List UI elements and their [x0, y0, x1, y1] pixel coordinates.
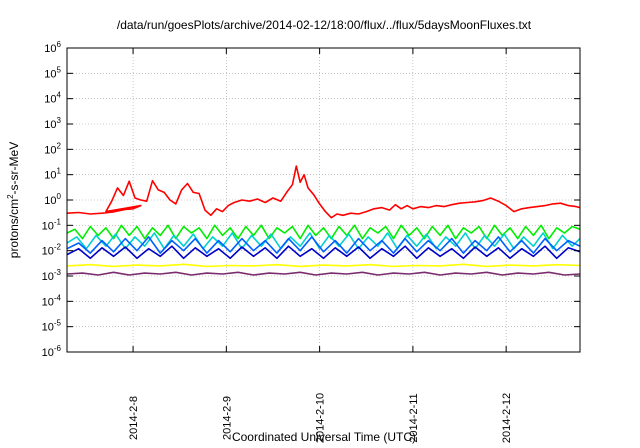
series-line-2 [66, 224, 581, 240]
y-tick-base: 10 [44, 170, 56, 182]
y-axis-label-base: protons/cm [7, 199, 21, 258]
y-axis-label: protons/cm2-s-sr-MeV [6, 142, 21, 258]
y-tick-base: 10 [44, 43, 56, 55]
y-tick-base: 10 [44, 119, 56, 131]
series-line-1 [66, 165, 581, 219]
y-tick-base: 10 [42, 220, 54, 232]
y-tick-label: 10-3 [42, 268, 62, 283]
y-tick-label: 102 [44, 141, 61, 156]
y-tick-label: 103 [44, 116, 61, 131]
y-tick-base: 10 [44, 68, 56, 80]
y-tick-labels: 10-610-510-410-310-210-11001011021031041… [42, 40, 62, 359]
x-tick-label: 2014-2-10 [315, 393, 327, 443]
series-line-6 [66, 263, 581, 268]
axis-ticks [67, 47, 580, 353]
y-tick-exponent: -2 [54, 243, 62, 252]
x-tick-label: 2014-2-11 [408, 393, 420, 442]
series-group [66, 165, 581, 276]
y-axis-label-sup: 2 [6, 194, 15, 199]
y-tick-base: 10 [42, 296, 54, 308]
y-tick-label: 10-1 [42, 217, 62, 232]
y-tick-exponent: -6 [54, 344, 62, 353]
y-tick-label: 10-2 [42, 243, 62, 258]
y-tick-exponent: 4 [57, 91, 62, 100]
y-tick-exponent: 0 [57, 192, 62, 201]
y-tick-exponent: 1 [57, 167, 62, 176]
y-tick-label: 104 [44, 91, 61, 106]
x-tick-label: 2014-2-9 [221, 396, 233, 440]
y-tick-exponent: 2 [57, 141, 62, 150]
series-line-7 [66, 271, 581, 276]
x-tick-label: 2014-2-12 [501, 393, 513, 443]
y-tick-base: 10 [44, 144, 56, 156]
series-line-3 [66, 232, 581, 250]
chart-title: /data/run/goesPlots/archive/2014-02-12/1… [117, 18, 532, 32]
x-tick-labels: 2014-2-8 2014-2-9 2014-2-10 2014-2-11 2014-2… [128, 393, 513, 443]
y-tick-label: 10-4 [42, 293, 62, 308]
y-tick-exponent: -3 [54, 268, 62, 277]
y-tick-label: 10-5 [42, 319, 62, 334]
y-tick-base: 10 [44, 195, 56, 207]
y-tick-base: 10 [42, 271, 54, 283]
y-tick-exponent: 5 [57, 65, 62, 74]
series-line-5 [66, 245, 581, 260]
y-tick-label: 101 [44, 167, 61, 182]
y-tick-label: 106 [44, 40, 61, 55]
series-line-4 [66, 236, 581, 254]
y-tick-label: 10-6 [42, 344, 62, 359]
y-axis-label-rest: -s-sr-MeV [7, 142, 21, 195]
y-tick-exponent: -1 [54, 217, 62, 226]
y-tick-base: 10 [44, 94, 56, 106]
y-tick-base: 10 [42, 246, 54, 258]
y-tick-exponent: -4 [54, 293, 62, 302]
x-tick-label: 2014-2-8 [128, 396, 140, 440]
y-tick-base: 10 [42, 322, 54, 334]
y-tick-exponent: -5 [54, 319, 62, 328]
y-tick-label: 105 [44, 65, 61, 80]
x-axis-label: Coordinated Universal Time (UTC) [232, 430, 416, 444]
y-tick-base: 10 [42, 347, 54, 359]
y-tick-exponent: 6 [57, 40, 62, 49]
y-tick-exponent: 3 [57, 116, 62, 125]
y-tick-label: 100 [44, 192, 61, 207]
